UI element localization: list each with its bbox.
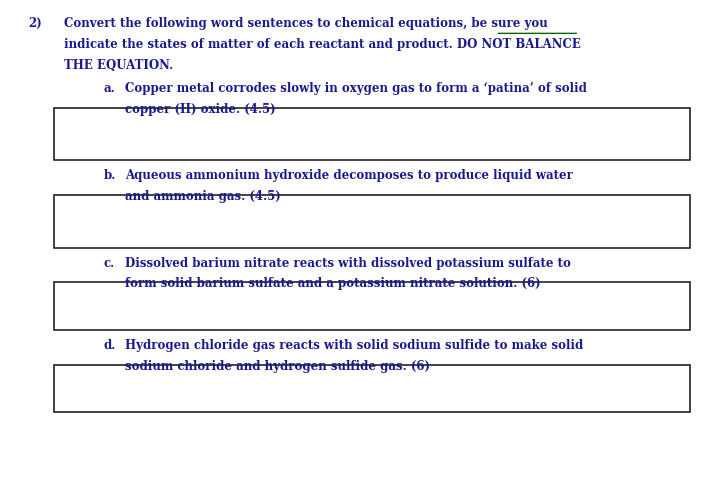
- Text: Dissolved barium nitrate reacts with dissolved potassium sulfate to: Dissolved barium nitrate reacts with dis…: [125, 256, 571, 269]
- Text: and ammonia gas. (4.5): and ammonia gas. (4.5): [125, 190, 281, 203]
- Text: Hydrogen chloride gas reacts with solid sodium sulfide to make solid: Hydrogen chloride gas reacts with solid …: [125, 339, 583, 352]
- Text: Convert the following word sentences to chemical equations, be sure you: Convert the following word sentences to …: [64, 17, 548, 30]
- Text: Copper metal corrodes slowly in oxygen gas to form a ‘patina’ of solid: Copper metal corrodes slowly in oxygen g…: [125, 82, 587, 95]
- Text: form solid barium sulfate and a potassium nitrate solution. (6): form solid barium sulfate and a potassiu…: [125, 277, 541, 290]
- Text: equations: equations: [0, 17, 65, 30]
- Text: THE EQUATION.: THE EQUATION.: [64, 59, 174, 72]
- Text: b.: b.: [104, 169, 116, 182]
- Bar: [54, 365, 690, 412]
- Text: Aqueous ammonium hydroxide decomposes to produce liquid water: Aqueous ammonium hydroxide decomposes to…: [125, 169, 573, 182]
- Text: 2): 2): [29, 17, 42, 30]
- Text: sodium chloride and hydrogen sulfide gas. (6): sodium chloride and hydrogen sulfide gas…: [125, 360, 430, 373]
- Bar: [54, 195, 690, 248]
- Text: copper (II) oxide. (4.5): copper (II) oxide. (4.5): [125, 103, 276, 116]
- Text: Convert the following word sentences to chemical: Convert the following word sentences to …: [64, 17, 398, 30]
- Text: d.: d.: [104, 339, 116, 352]
- Bar: [54, 282, 690, 330]
- Text: Convert the following word sentences to chemical equations, be sure you: Convert the following word sentences to …: [64, 17, 548, 30]
- Text: a.: a.: [104, 82, 115, 95]
- Text: c.: c.: [104, 256, 115, 269]
- Bar: [54, 108, 690, 160]
- Text: indicate the states of matter of each reactant and product. DO NOT BALANCE: indicate the states of matter of each re…: [64, 38, 581, 51]
